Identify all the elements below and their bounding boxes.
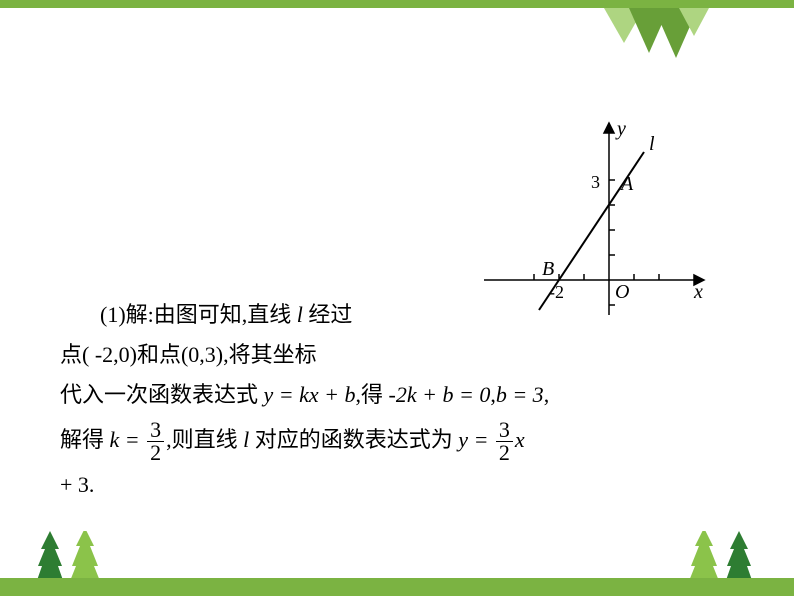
coordinate-graph: y x l A B O 3 -2 [479,120,709,320]
point-a-label: A [619,173,634,195]
line-l-label: l [649,133,655,155]
tick-3: 3 [591,172,600,192]
decorative-triangles-top [594,8,714,73]
y-axis-label: y [615,120,626,140]
solution-text: (1)解:由图可知,直线 l 经过 点( -2,0)和点(0,3),将其坐标 代… [60,295,740,505]
point-b-label: B [542,258,554,280]
top-border [0,0,794,8]
solution-label: (1)解: [100,302,154,327]
bottom-border [0,578,794,596]
